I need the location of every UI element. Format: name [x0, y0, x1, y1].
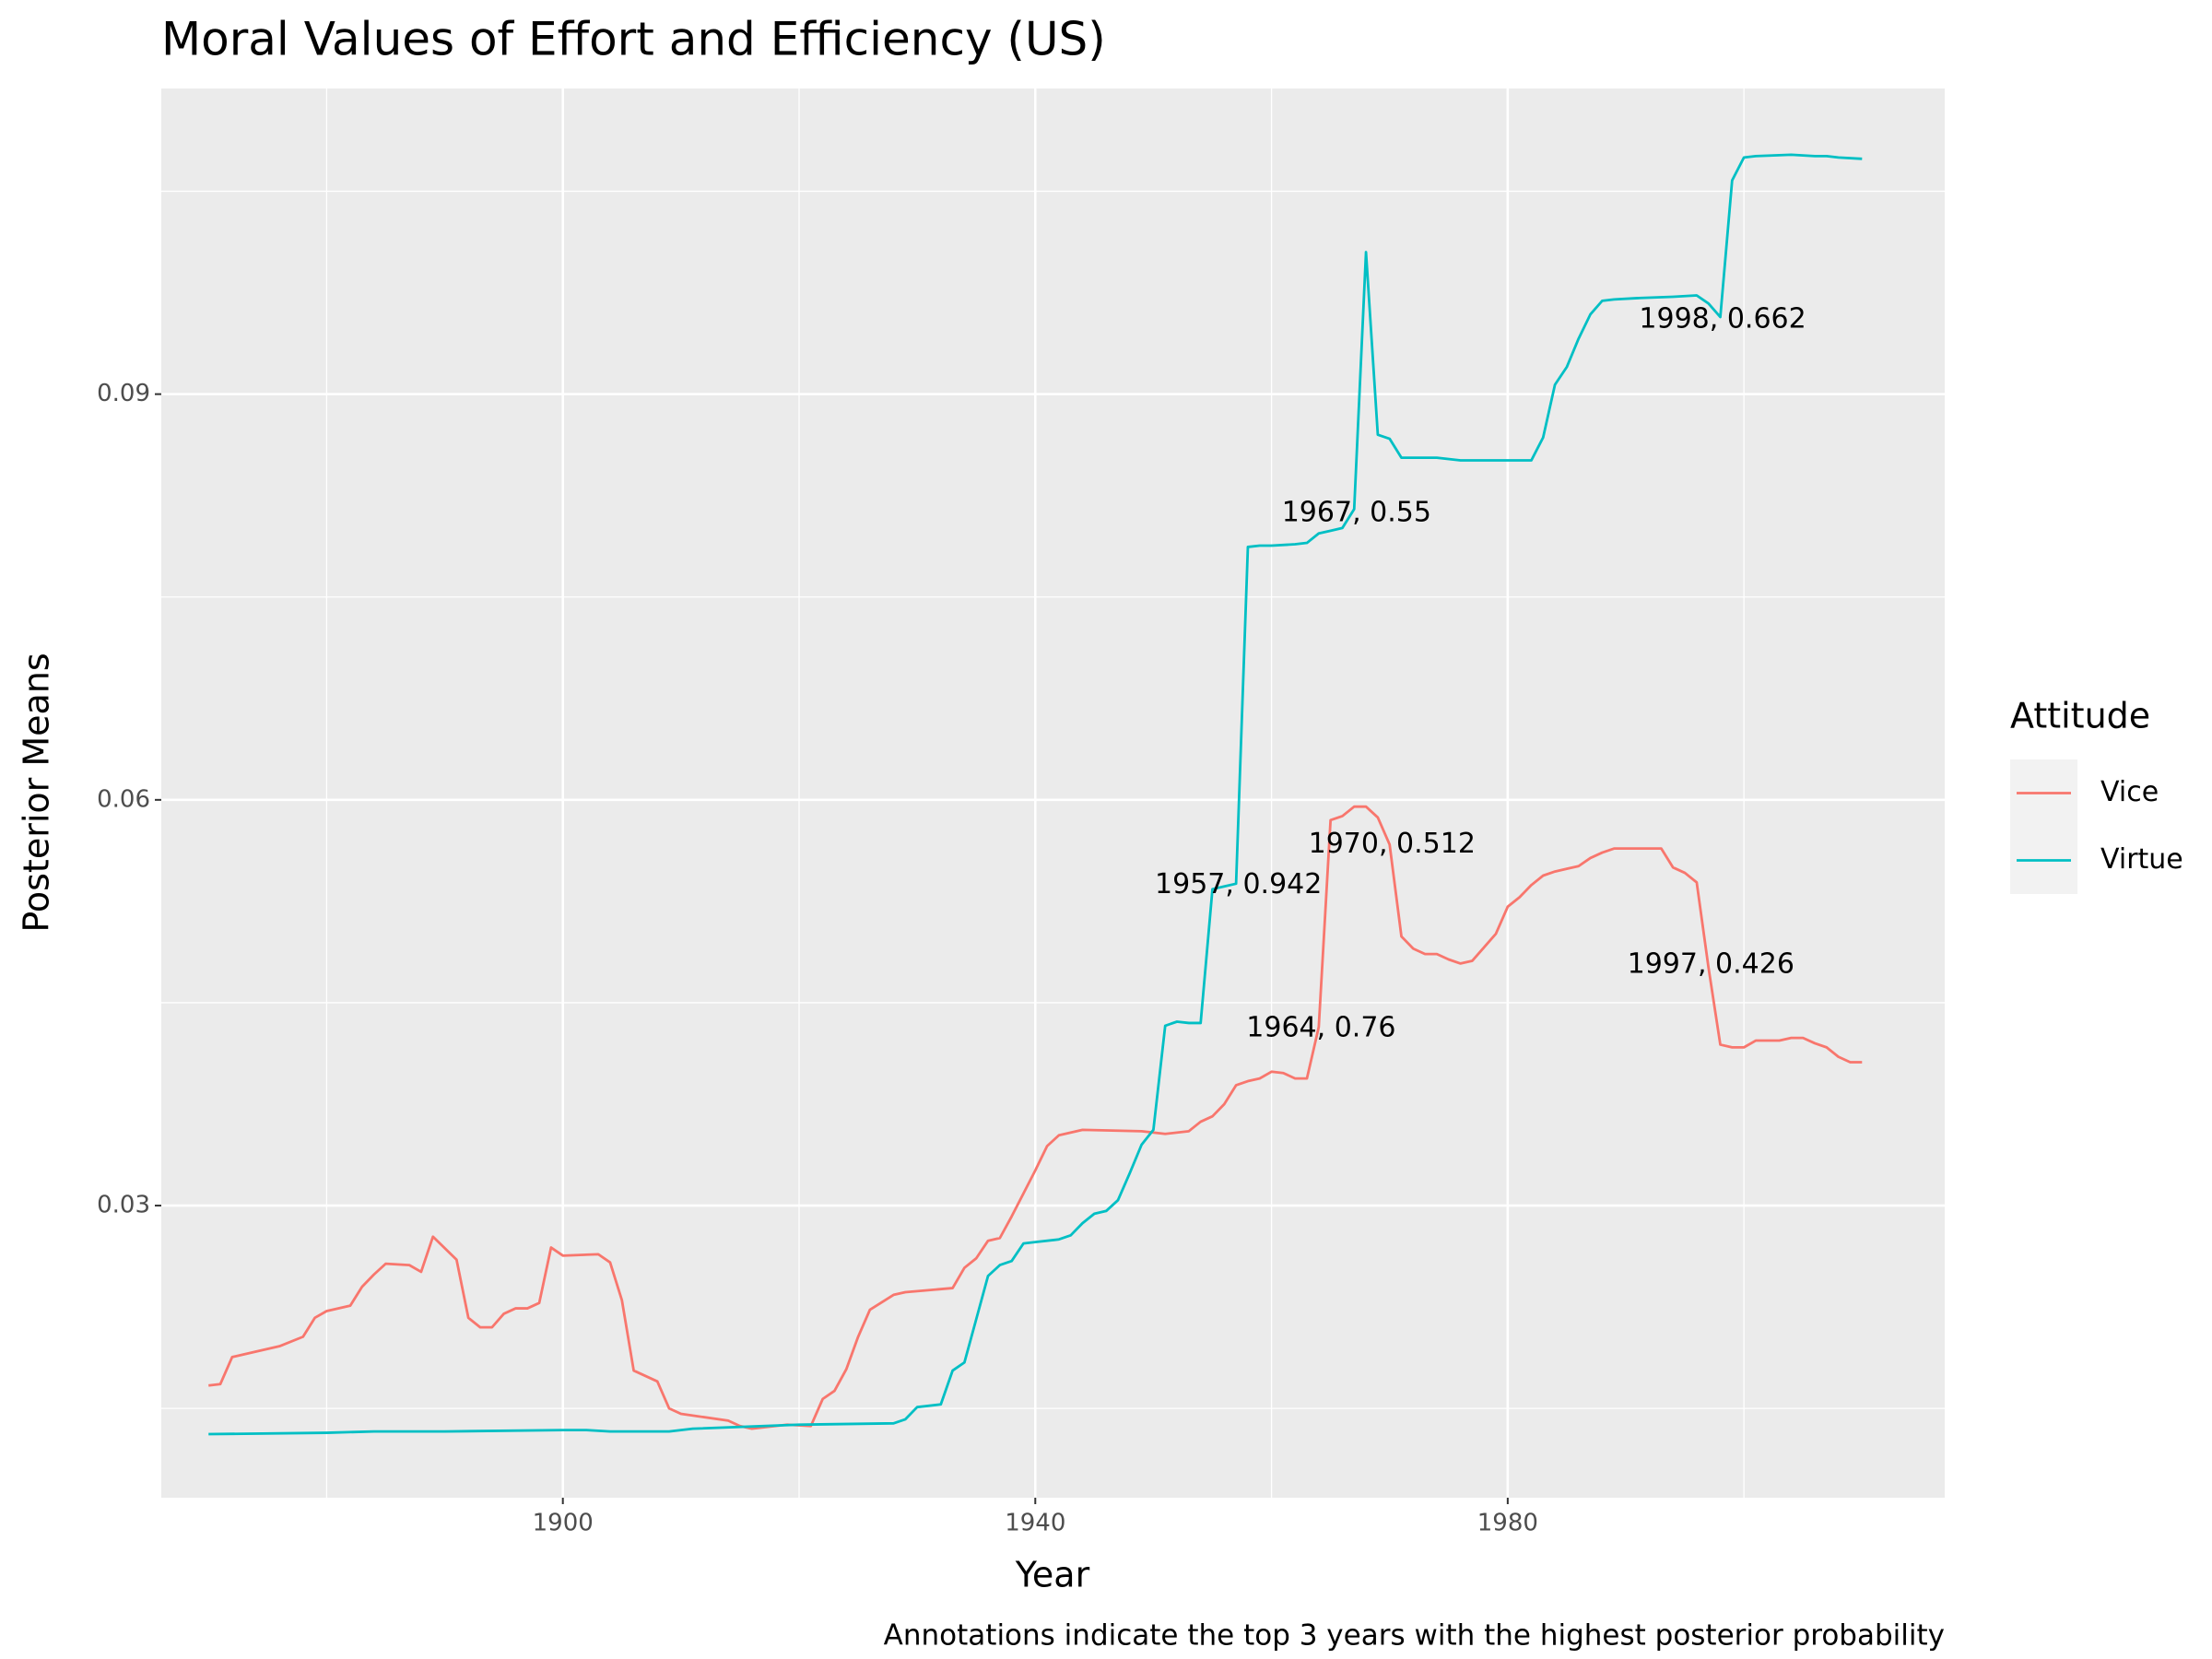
x-tick-label: 1980: [1477, 1510, 1538, 1537]
x-tick-label: 1940: [1005, 1510, 1065, 1537]
legend-label: Vice: [2100, 776, 2159, 808]
annotation: 1998, 0.662: [1639, 302, 1806, 335]
plot-panel: [161, 88, 1945, 1498]
y-axis-title: Posterior Means: [17, 653, 57, 932]
annotation: 1964, 0.76: [1246, 1011, 1395, 1043]
caption: Annotations indicate the top 3 years wit…: [884, 1619, 1945, 1653]
annotation: 1997, 0.426: [1628, 947, 1794, 980]
y-tick-label: 0.06: [97, 785, 150, 813]
x-axis-title: Year: [1015, 1555, 1090, 1595]
y-tick-label: 0.03: [97, 1192, 150, 1219]
legend-title: Attitude: [2010, 696, 2150, 736]
series-line: [208, 805, 1863, 1430]
legend-label: Virtue: [2100, 843, 2183, 876]
y-tick-label: 0.09: [97, 380, 150, 407]
annotation: 1970, 0.512: [1309, 828, 1476, 860]
series-line: [208, 153, 1863, 1436]
annotation: 1957, 0.942: [1155, 868, 1322, 900]
legend-key-background: [2010, 759, 2077, 894]
chart-title: Moral Values of Effort and Efficiency (U…: [161, 13, 1106, 66]
x-tick-label: 1900: [533, 1510, 594, 1537]
annotation: 1967, 0.55: [1282, 496, 1431, 528]
